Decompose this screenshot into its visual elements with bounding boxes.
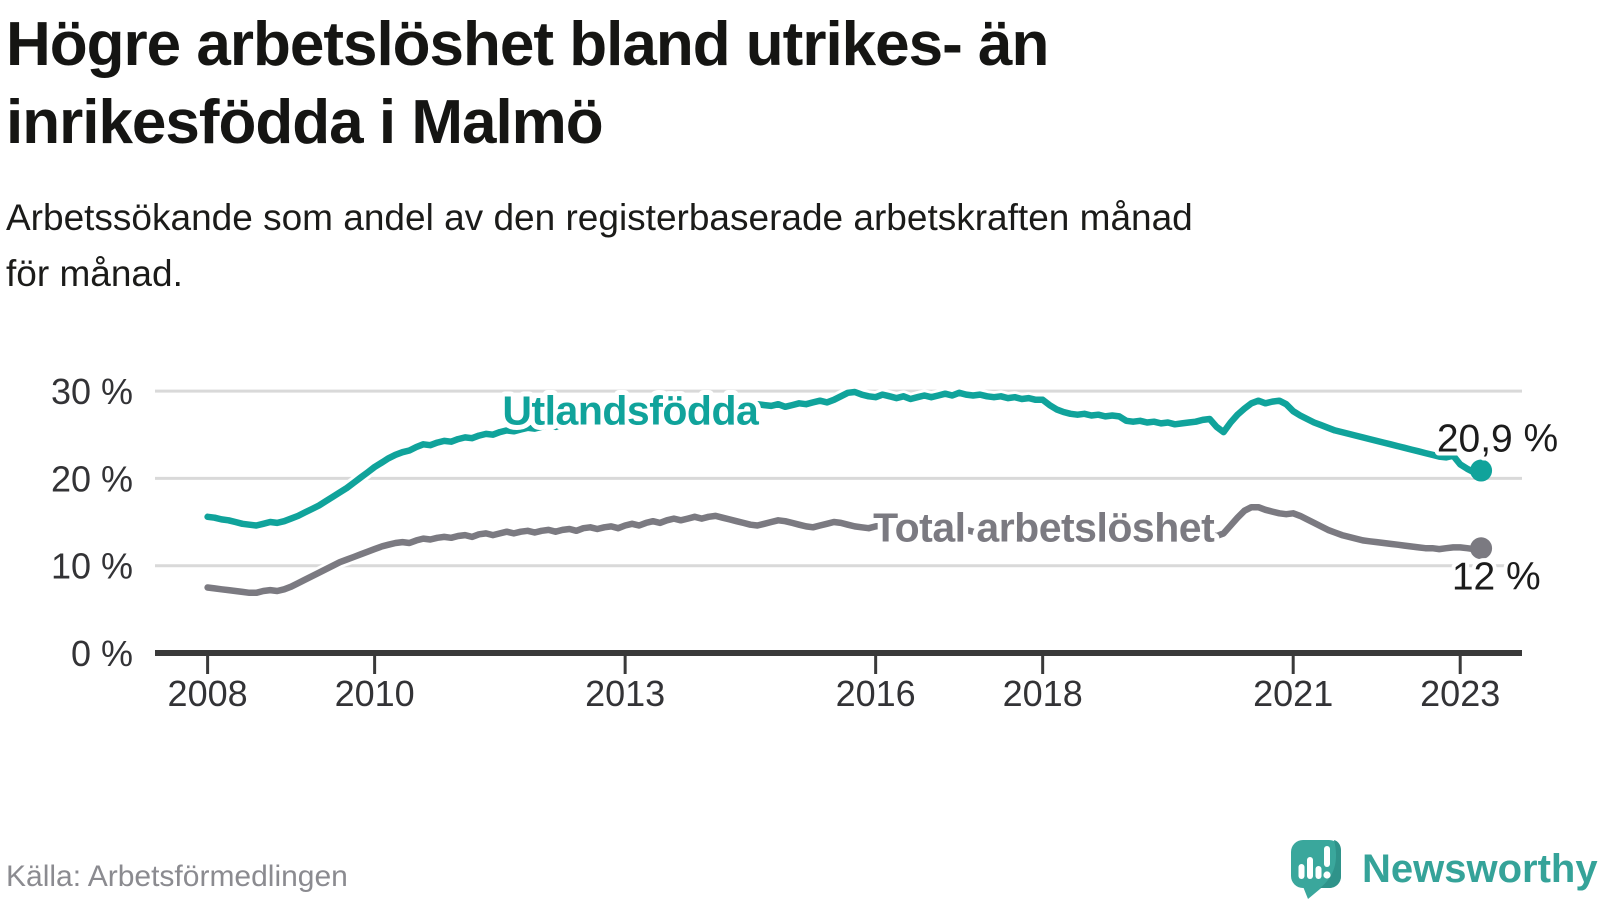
y-tick-label: 30 % [51, 371, 133, 412]
x-tick-label: 2016 [836, 673, 916, 714]
series-line-halo [201, 501, 1488, 599]
series-label: Utlandsfödda [502, 387, 760, 433]
series-end-value-label: 20,9 % [1437, 417, 1558, 460]
x-tick-label: 2021 [1253, 673, 1333, 714]
x-tick-label: 2013 [585, 673, 665, 714]
page-title: Högre arbetslöshet bland utrikes- än inr… [6, 6, 1406, 162]
subtitle-line-1: Arbetssökande som andel av den registerb… [6, 197, 1193, 238]
x-tick-label: 2010 [335, 673, 415, 714]
title-line-2: inrikesfödda i Malmö [6, 88, 604, 158]
series-end-value-label: 12 % [1452, 556, 1541, 599]
y-tick-label: 0 % [71, 633, 133, 674]
title-line-1: Högre arbetslöshet bland utrikes- än [6, 10, 1049, 79]
source-note: Källa: Arbetsförmedlingen [6, 860, 348, 893]
subtitle-line-2: för månad. [6, 252, 183, 294]
series-end-dot [1470, 537, 1493, 560]
newsworthy-logo-icon [1291, 840, 1341, 899]
newsworthy-brand: Newsworthy [1288, 838, 1598, 900]
x-tick-label: 2008 [168, 673, 248, 714]
y-tick-label: 20 % [51, 458, 133, 499]
x-tick-label: 2023 [1420, 673, 1500, 714]
x-tick-label: 2018 [1003, 673, 1083, 714]
series-line [204, 503, 1485, 597]
series-end-dot [1470, 459, 1493, 482]
chart-subtitle: Arbetssökande som andel av den registerb… [6, 190, 1566, 301]
series-label: Total arbetslöshet [873, 505, 1215, 551]
y-tick-label: 10 % [51, 546, 133, 587]
series-line [204, 388, 1485, 529]
newsworthy-wordmark: Newsworthy [1362, 846, 1598, 891]
